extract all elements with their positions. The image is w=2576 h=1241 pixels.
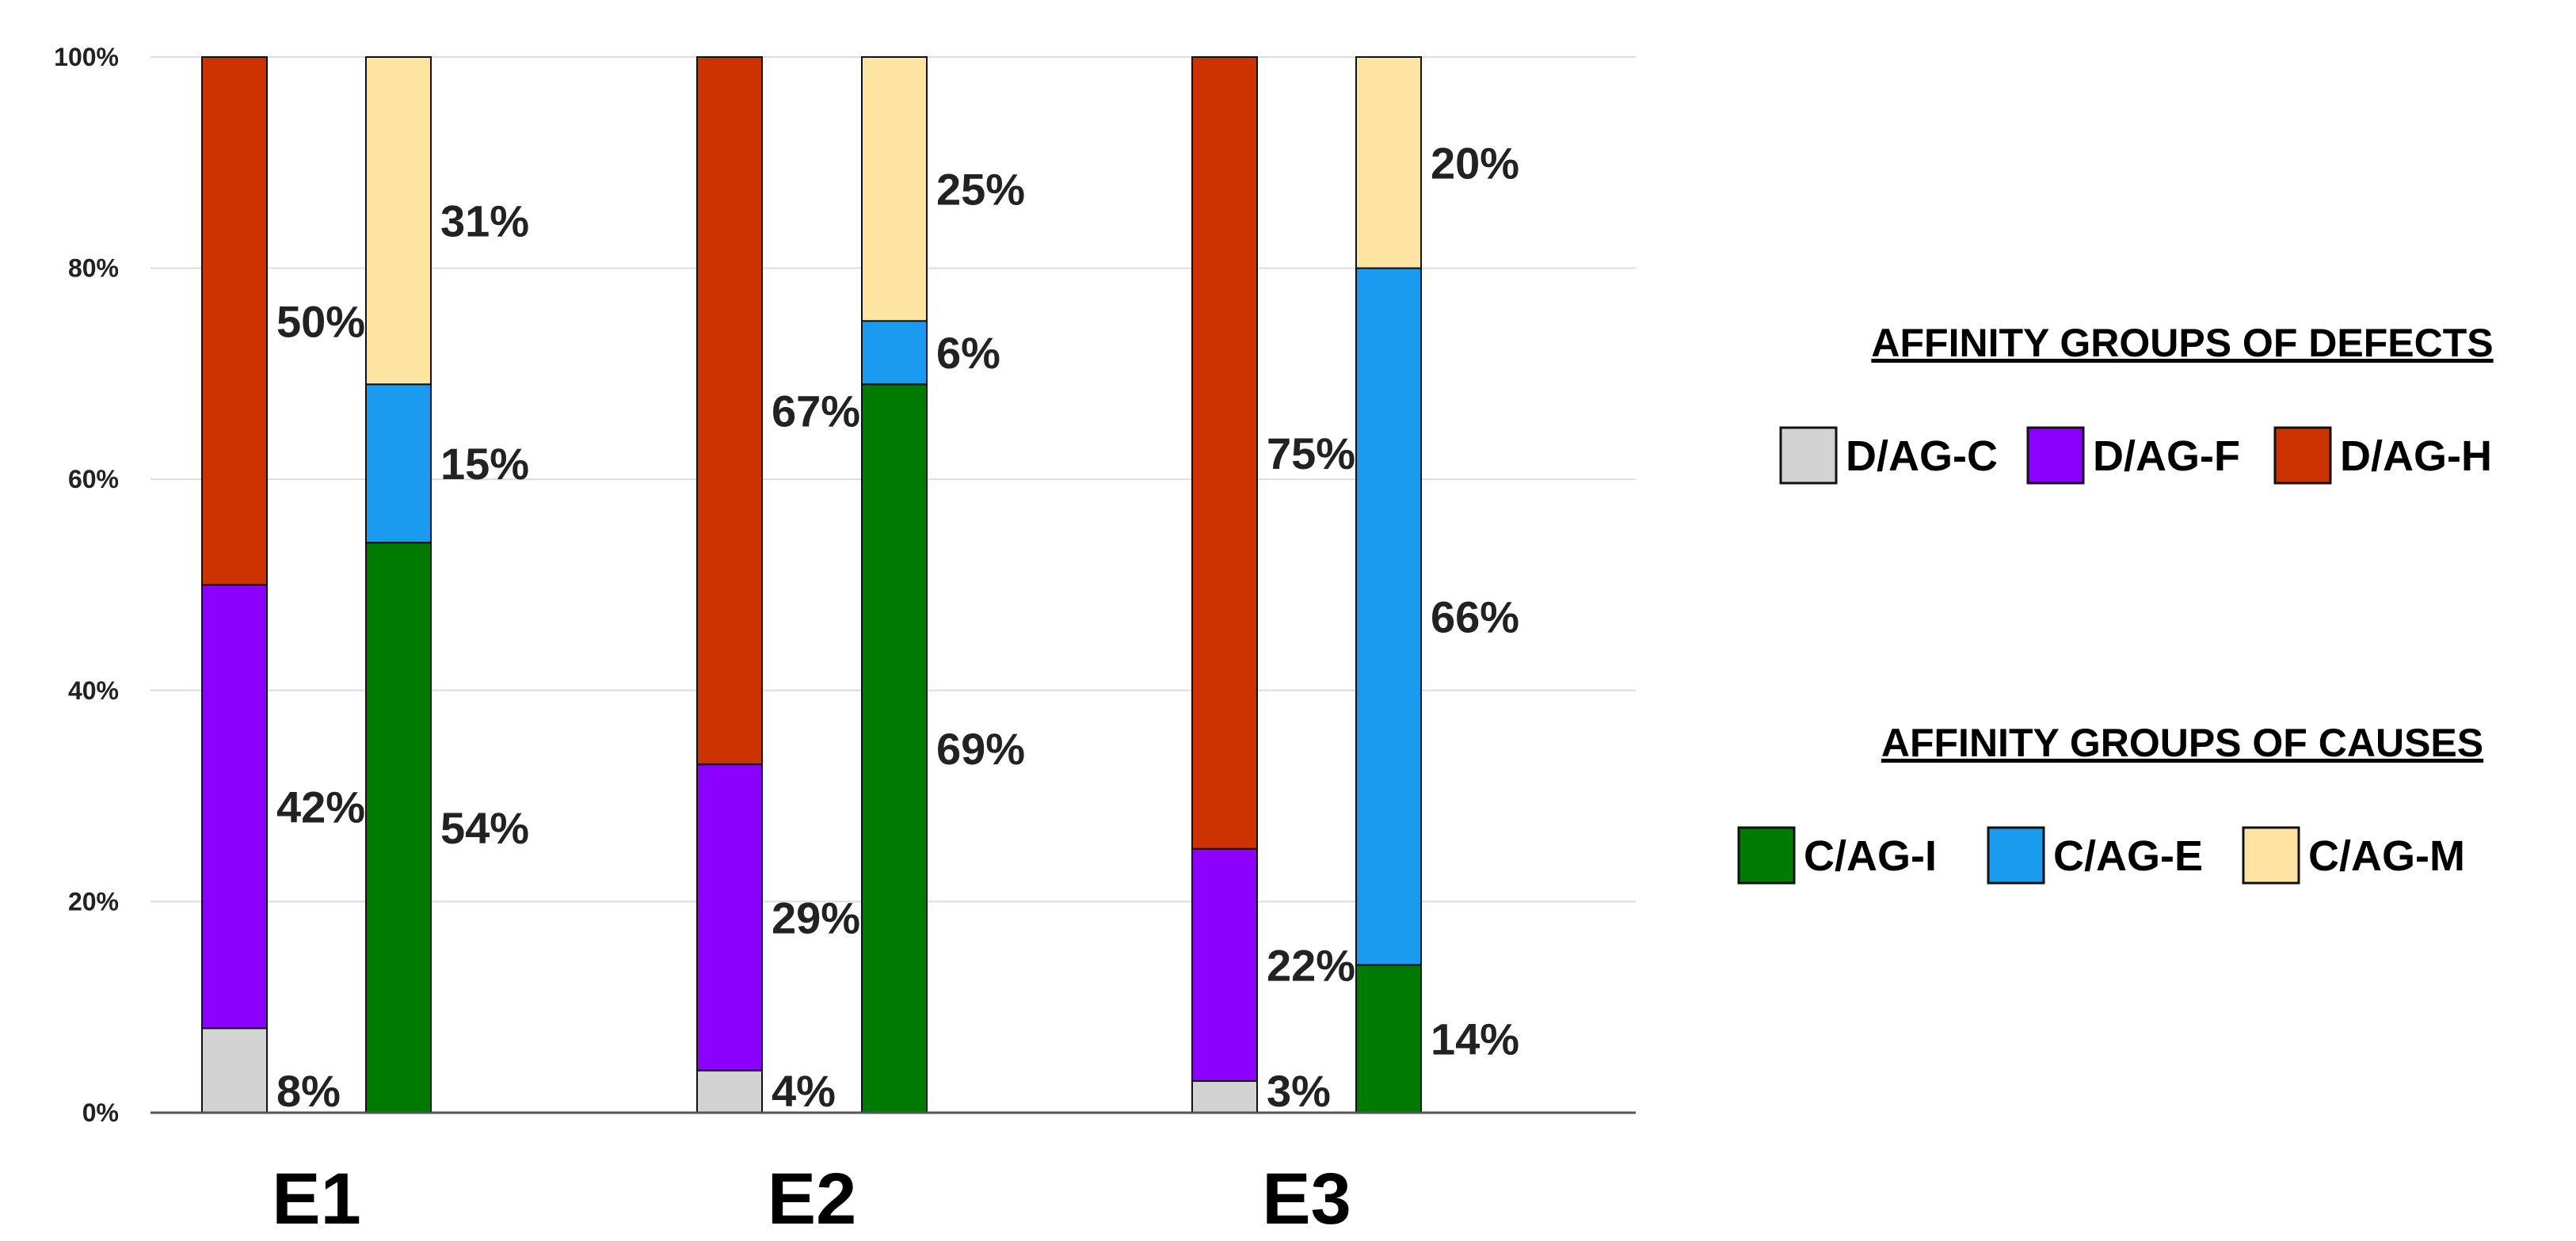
legend-label: C/AG-M — [2308, 832, 2465, 880]
bar-segment-d-ag-c-e2 — [696, 1069, 763, 1114]
legend-swatch — [1987, 826, 2045, 885]
x-axis: E1 E2 E3 — [151, 1111, 1636, 1239]
bar-segment-c-ag-m-e3 — [1355, 56, 1422, 269]
category-label: E2 — [768, 1159, 857, 1239]
category-label: E3 — [1262, 1159, 1351, 1239]
bar-segment-d-ag-f-e3 — [1191, 847, 1258, 1083]
bar-segment-c-ag-i-e1 — [365, 542, 432, 1113]
legend-title: AFFINITY GROUPS OF DEFECTS — [1871, 321, 2493, 365]
legend-label: D/AG-F — [2093, 432, 2240, 480]
legend-swatch — [2273, 426, 2332, 485]
y-tick-label: 100% — [54, 43, 119, 71]
bar-segment-d-ag-h-e1 — [201, 56, 268, 586]
bar-segment-d-ag-c-e1 — [201, 1027, 268, 1113]
bar-segment-d-ag-f-e2 — [696, 763, 763, 1072]
data-label: 15% — [440, 439, 529, 489]
bar-segment-d-ag-f-e1 — [201, 584, 268, 1030]
bar-segment-d-ag-c-e3 — [1191, 1080, 1258, 1114]
data-label: 4% — [772, 1066, 836, 1116]
data-label: 69% — [936, 724, 1025, 774]
bar-segment-c-ag-m-e2 — [861, 56, 928, 322]
y-tick-label: 60% — [68, 465, 119, 493]
bar-segment-d-ag-h-e2 — [696, 56, 763, 766]
y-tick-label: 0% — [82, 1098, 119, 1127]
legend-label: C/AG-E — [2053, 832, 2203, 880]
data-label: 42% — [276, 782, 365, 832]
data-label: 8% — [276, 1066, 341, 1116]
legend-label: C/AG-I — [1804, 832, 1937, 880]
legend-swatch — [2242, 826, 2300, 885]
bar-segment-c-ag-i-e3 — [1355, 964, 1422, 1113]
data-label: 22% — [1267, 940, 1355, 990]
legend: AFFINITY GROUPS OF DEFECTS D/AG-C D/AG-F D/… — [1737, 321, 2494, 885]
data-label: 31% — [440, 196, 529, 246]
bar-segment-c-ag-e-e3 — [1355, 267, 1422, 966]
category-label: E1 — [272, 1159, 361, 1239]
bar-segment-d-ag-h-e3 — [1191, 56, 1258, 850]
y-tick-label: 80% — [68, 254, 119, 283]
data-label: 3% — [1267, 1066, 1331, 1116]
bar-segment-c-ag-i-e2 — [861, 383, 928, 1114]
bar-segment-c-ag-m-e1 — [365, 56, 432, 386]
legend-label: D/AG-C — [1846, 432, 1998, 480]
legend-swatch — [2026, 426, 2085, 485]
data-label: 25% — [936, 165, 1025, 215]
legend-label: D/AG-H — [2340, 432, 2492, 480]
data-label: 14% — [1431, 1014, 1519, 1064]
data-label: 75% — [1267, 428, 1355, 478]
data-label: 54% — [440, 803, 529, 853]
data-label: 67% — [772, 386, 860, 436]
y-axis: 0% 20% 40% 60% 80% 100% — [54, 43, 119, 1127]
y-tick-label: 40% — [68, 676, 119, 705]
y-tick-label: 20% — [68, 887, 119, 916]
legend-title: AFFINITY GROUPS OF CAUSES — [1881, 721, 2483, 765]
data-label: 6% — [936, 328, 1000, 378]
legend-swatch — [1779, 426, 1838, 485]
bars — [201, 56, 1422, 1114]
data-label: 29% — [772, 893, 860, 942]
data-label: 66% — [1431, 592, 1519, 641]
data-label: 50% — [276, 296, 365, 346]
bar-segment-c-ag-e-e1 — [365, 383, 432, 544]
bar-segment-c-ag-e-e2 — [861, 320, 928, 386]
legend-swatch — [1737, 826, 1796, 885]
data-labels: 8% 42% 50% 54% 15% 31% 4% 29% 67% 69% 6% 25% 3% 22% 75… — [276, 138, 1519, 1116]
data-label: 20% — [1431, 138, 1519, 188]
